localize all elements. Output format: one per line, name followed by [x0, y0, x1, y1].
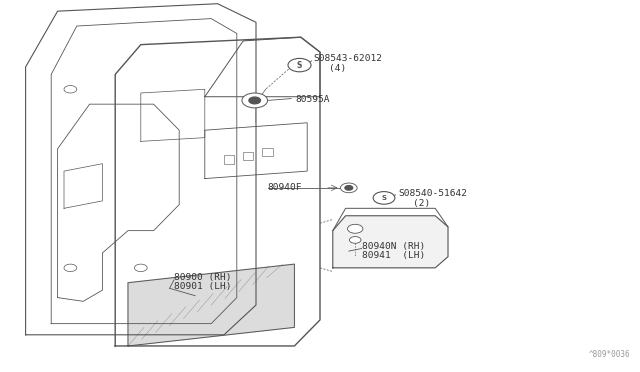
Bar	[224, 155, 234, 164]
Text: 80595A: 80595A	[295, 95, 330, 104]
Text: S: S	[381, 195, 387, 201]
Circle shape	[134, 264, 147, 272]
Circle shape	[349, 237, 361, 243]
Polygon shape	[333, 216, 448, 268]
Circle shape	[64, 86, 77, 93]
Polygon shape	[128, 264, 294, 346]
Circle shape	[348, 224, 363, 233]
Text: S: S	[297, 61, 302, 70]
Circle shape	[373, 192, 395, 204]
Text: S08543-62012: S08543-62012	[314, 54, 383, 63]
Text: 80941  (LH): 80941 (LH)	[362, 251, 425, 260]
Text: 80901 (LH): 80901 (LH)	[174, 282, 232, 291]
Text: ^809*0036: ^809*0036	[589, 350, 630, 359]
Circle shape	[288, 58, 311, 72]
Text: S08540-51642: S08540-51642	[398, 189, 467, 198]
Circle shape	[242, 93, 268, 108]
Circle shape	[345, 186, 353, 190]
Text: (2): (2)	[413, 199, 431, 208]
Circle shape	[249, 97, 260, 104]
Text: 80900 (RH): 80900 (RH)	[174, 273, 232, 282]
Text: 80940N (RH): 80940N (RH)	[362, 242, 425, 251]
Text: (4): (4)	[329, 64, 346, 73]
Bar	[243, 152, 253, 160]
Bar	[262, 148, 273, 156]
Circle shape	[340, 183, 357, 193]
Text: 80940F: 80940F	[268, 183, 302, 192]
Circle shape	[64, 264, 77, 272]
